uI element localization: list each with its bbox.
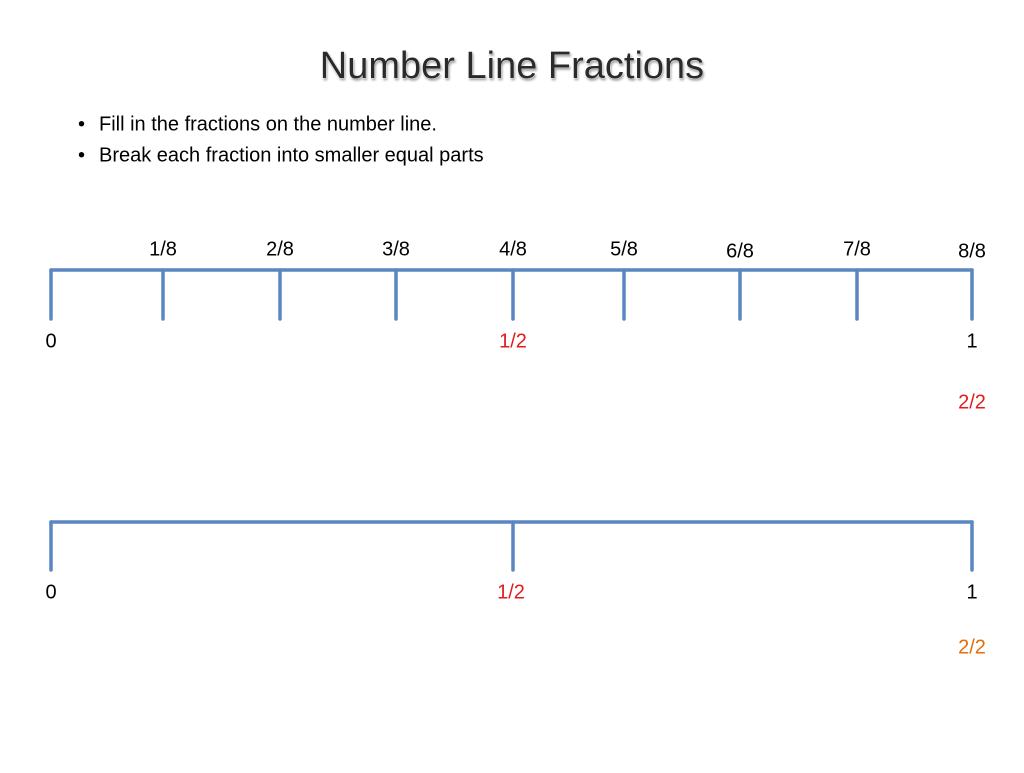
top-label: 4/8	[499, 238, 527, 260]
number-line: 0 1/2 1 2/2	[45, 520, 986, 658]
bullet-text: Fill in the fractions on the number line…	[99, 113, 437, 135]
top-label: 5/8	[610, 238, 638, 260]
bottom-label: 1/2	[499, 330, 527, 352]
bottom-label: 1	[966, 330, 977, 352]
top-label: 7/8	[843, 238, 871, 260]
top-label: 1/8	[149, 238, 177, 260]
equivalent-label: 2/2	[958, 391, 986, 413]
bullet-dot: •	[78, 144, 85, 166]
top-label: 2/8	[266, 238, 294, 260]
equivalent-label: 2/2	[958, 636, 986, 658]
top-label: 3/8	[382, 238, 410, 260]
bottom-label: 0	[45, 330, 56, 352]
top-label: 8/8	[958, 240, 986, 262]
bullet-text: Break each fraction into smaller equal p…	[99, 144, 484, 166]
bottom-label: 1	[966, 581, 977, 603]
slide-title: Number Line Fractions	[320, 45, 704, 87]
number-line: 1/8 2/8 3/8 4/8 5/8 6/8 7/8 8/8 0 1/2 1 2/2	[45, 238, 985, 413]
bottom-label: 1/2	[497, 581, 525, 603]
bottom-label: 0	[45, 581, 56, 603]
bullet-dot: •	[78, 113, 85, 135]
top-label: 6/8	[726, 240, 754, 262]
